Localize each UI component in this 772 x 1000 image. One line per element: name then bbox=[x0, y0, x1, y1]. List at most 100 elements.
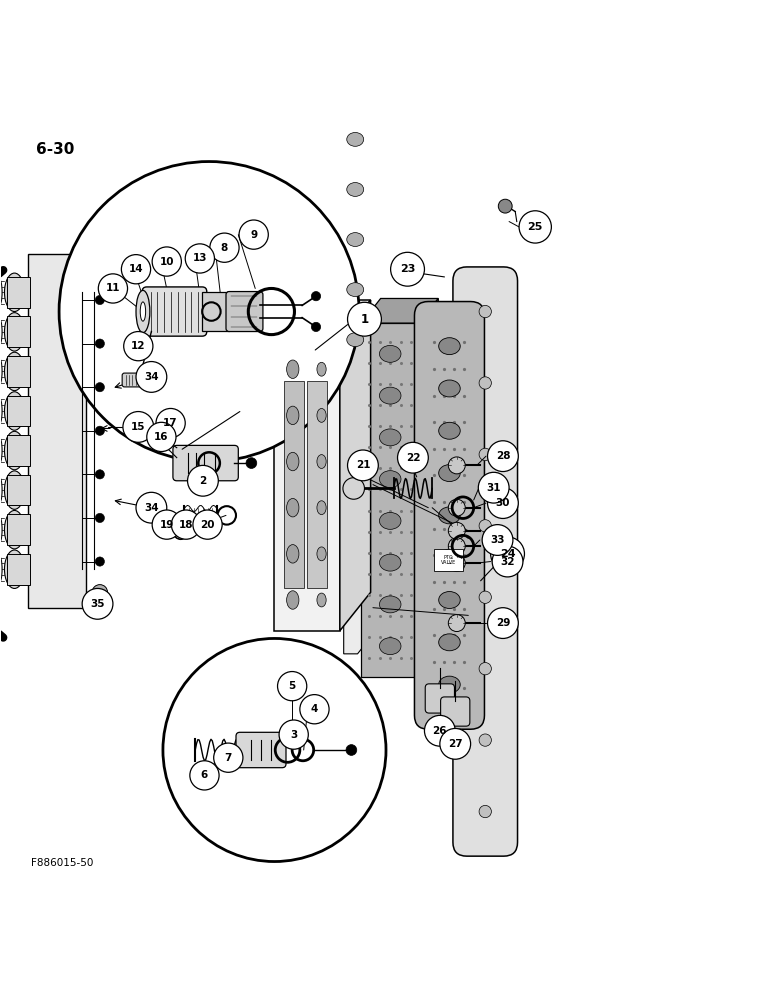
Bar bbox=[202, 292, 229, 331]
Circle shape bbox=[488, 608, 518, 638]
FancyBboxPatch shape bbox=[226, 292, 263, 332]
Circle shape bbox=[479, 520, 492, 532]
Ellipse shape bbox=[380, 345, 401, 362]
Circle shape bbox=[479, 734, 492, 746]
FancyBboxPatch shape bbox=[142, 287, 207, 336]
Circle shape bbox=[278, 672, 306, 701]
Polygon shape bbox=[419, 298, 438, 677]
Ellipse shape bbox=[380, 429, 401, 446]
FancyBboxPatch shape bbox=[425, 684, 455, 713]
Ellipse shape bbox=[5, 550, 25, 588]
Circle shape bbox=[449, 615, 466, 632]
Circle shape bbox=[95, 470, 104, 479]
Ellipse shape bbox=[380, 638, 401, 655]
Ellipse shape bbox=[0, 516, 2, 543]
Circle shape bbox=[95, 557, 104, 566]
Ellipse shape bbox=[317, 408, 326, 422]
FancyBboxPatch shape bbox=[236, 732, 286, 768]
Ellipse shape bbox=[5, 392, 25, 430]
Circle shape bbox=[519, 211, 551, 243]
Ellipse shape bbox=[286, 591, 299, 609]
Ellipse shape bbox=[136, 290, 150, 333]
Circle shape bbox=[347, 450, 378, 481]
Circle shape bbox=[163, 638, 386, 862]
Circle shape bbox=[440, 728, 471, 759]
Ellipse shape bbox=[380, 387, 401, 404]
Text: 21: 21 bbox=[356, 460, 370, 470]
Circle shape bbox=[479, 377, 492, 389]
Ellipse shape bbox=[317, 547, 326, 561]
Text: 35: 35 bbox=[90, 599, 105, 609]
Bar bbox=[29, 254, 86, 608]
Text: 18: 18 bbox=[179, 520, 193, 530]
Circle shape bbox=[92, 585, 107, 600]
Circle shape bbox=[300, 695, 329, 724]
Circle shape bbox=[95, 383, 104, 392]
Text: 16: 16 bbox=[154, 432, 168, 442]
Text: 17: 17 bbox=[164, 418, 178, 428]
Ellipse shape bbox=[5, 352, 25, 391]
Circle shape bbox=[214, 743, 243, 772]
Polygon shape bbox=[361, 323, 419, 677]
FancyBboxPatch shape bbox=[173, 445, 239, 481]
Ellipse shape bbox=[0, 358, 2, 385]
Circle shape bbox=[136, 492, 167, 523]
Bar bbox=[7, 356, 30, 387]
Bar bbox=[307, 381, 327, 588]
Circle shape bbox=[121, 255, 151, 284]
Bar bbox=[7, 396, 30, 426]
Circle shape bbox=[425, 715, 455, 746]
Ellipse shape bbox=[347, 333, 364, 347]
Polygon shape bbox=[344, 317, 381, 654]
Circle shape bbox=[311, 292, 320, 301]
Ellipse shape bbox=[5, 431, 25, 470]
Polygon shape bbox=[275, 338, 340, 631]
Polygon shape bbox=[340, 300, 371, 631]
Circle shape bbox=[193, 510, 222, 539]
Ellipse shape bbox=[286, 406, 299, 425]
Circle shape bbox=[482, 525, 513, 555]
Ellipse shape bbox=[286, 545, 299, 563]
Ellipse shape bbox=[0, 318, 2, 345]
Ellipse shape bbox=[438, 465, 460, 482]
Circle shape bbox=[59, 162, 359, 462]
Ellipse shape bbox=[317, 593, 326, 607]
Ellipse shape bbox=[5, 471, 25, 509]
Text: 5: 5 bbox=[289, 681, 296, 691]
Circle shape bbox=[493, 546, 523, 577]
Circle shape bbox=[190, 761, 219, 790]
Ellipse shape bbox=[438, 634, 460, 651]
Ellipse shape bbox=[347, 132, 364, 146]
Ellipse shape bbox=[0, 398, 2, 424]
Text: F886015-50: F886015-50 bbox=[31, 858, 93, 868]
Text: 2: 2 bbox=[199, 476, 207, 486]
Text: 33: 33 bbox=[490, 535, 505, 545]
Circle shape bbox=[279, 720, 308, 749]
Circle shape bbox=[158, 439, 168, 448]
Circle shape bbox=[239, 220, 269, 249]
Circle shape bbox=[479, 472, 509, 503]
Bar bbox=[7, 475, 30, 505]
Text: PTO
VALVE: PTO VALVE bbox=[441, 555, 456, 565]
Ellipse shape bbox=[380, 512, 401, 529]
Circle shape bbox=[156, 408, 185, 438]
Circle shape bbox=[82, 588, 113, 619]
Circle shape bbox=[158, 431, 168, 440]
Text: 4: 4 bbox=[311, 704, 318, 714]
Ellipse shape bbox=[438, 422, 460, 439]
Ellipse shape bbox=[438, 676, 460, 693]
Text: 30: 30 bbox=[496, 498, 510, 508]
Circle shape bbox=[95, 513, 104, 523]
Ellipse shape bbox=[317, 455, 326, 468]
Circle shape bbox=[391, 252, 425, 286]
Ellipse shape bbox=[380, 471, 401, 488]
FancyBboxPatch shape bbox=[453, 267, 517, 856]
Circle shape bbox=[449, 457, 466, 474]
Text: 22: 22 bbox=[405, 453, 420, 463]
Text: 31: 31 bbox=[486, 483, 501, 493]
Bar bbox=[7, 316, 30, 347]
Text: 34: 34 bbox=[144, 503, 159, 513]
Polygon shape bbox=[361, 298, 438, 323]
Bar bbox=[283, 381, 304, 588]
Ellipse shape bbox=[347, 183, 364, 196]
